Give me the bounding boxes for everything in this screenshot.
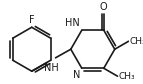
Text: HN: HN [65,18,80,28]
Text: CH₃: CH₃ [130,37,143,46]
Text: O: O [100,3,108,13]
Text: N: N [73,70,80,80]
Text: NH: NH [44,63,59,73]
Text: F: F [29,15,35,25]
Text: CH₃: CH₃ [119,72,136,81]
